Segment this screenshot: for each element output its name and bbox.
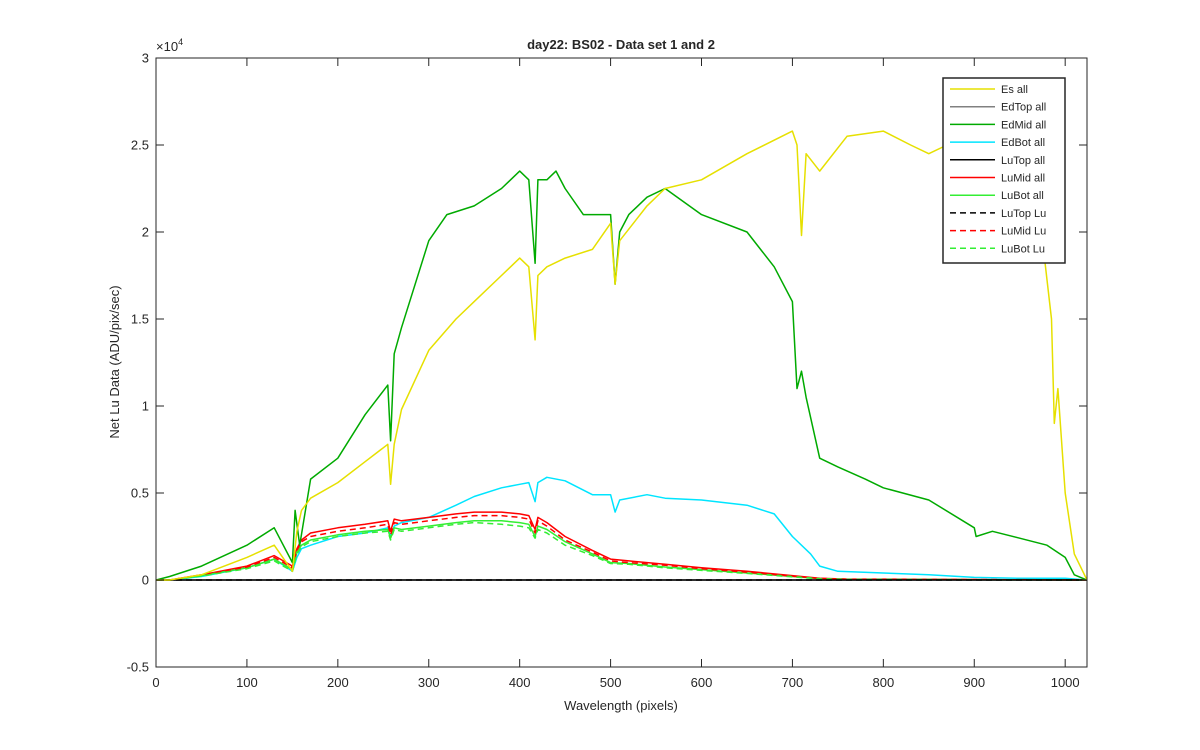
legend: Es all EdTop all EdMid all EdBot all LuTop a… [942, 77, 1066, 264]
series-line-lumid-all [156, 511, 1087, 581]
y-tick-label: 3 [142, 51, 149, 66]
series-line-edmid-all [156, 170, 1087, 581]
y-tick-label: 0.5 [131, 486, 149, 501]
x-axis-label: Wavelength (pixels) [564, 698, 678, 713]
axes-layer: 0 100 200 300 400 500 600 700 800 900 1000-0.500.5… [127, 51, 1088, 690]
y-tick-label: 0 [142, 573, 149, 588]
x-tick-label: 700 [782, 675, 804, 690]
legend-label: LuTop all [1001, 155, 1045, 167]
legend-box [942, 77, 1066, 264]
x-tick-label: 1000 [1051, 675, 1080, 690]
x-tick-label: 800 [872, 675, 894, 690]
y-tick-label: -0.5 [127, 660, 149, 675]
y-axis-exponent: ×104 [156, 37, 183, 54]
x-tick-label: 200 [327, 675, 349, 690]
series-line-edbot-all [156, 476, 1087, 581]
y-axis-label: Net Lu Data (ADU/pix/sec) [107, 285, 122, 438]
legend-label: LuBot all [1001, 190, 1044, 202]
x-tick-label: 400 [509, 675, 531, 690]
x-tick-label: 100 [236, 675, 258, 690]
plot-area [156, 58, 1087, 667]
x-tick-label: 600 [691, 675, 713, 690]
series-line-lumid-lu [156, 514, 1087, 581]
chart-title: day22: BS02 - Data set 1 and 2 [527, 37, 715, 52]
x-tick-label: 500 [600, 675, 622, 690]
legend-label: EdBot all [1001, 137, 1045, 149]
y-axis-exponent-power: 4 [178, 37, 183, 47]
legend-label: LuMid all [1001, 173, 1045, 185]
legend-label: EdTop all [1001, 102, 1046, 114]
y-tick-label: 2 [142, 225, 149, 240]
legend-label: LuTop Lu [1001, 208, 1046, 220]
series-line-lubot-lu [156, 521, 1087, 581]
x-tick-label: 900 [963, 675, 985, 690]
legend-label: LuBot Lu [1001, 243, 1045, 255]
x-tick-label: 300 [418, 675, 440, 690]
y-axis-exponent-base: ×10 [156, 39, 178, 54]
axes-box [155, 57, 1088, 668]
x-tick-label: 0 [152, 675, 159, 690]
legend-label: EdMid all [1001, 119, 1046, 131]
y-tick-label: 1.5 [131, 312, 149, 327]
y-tick-label: 2.5 [131, 138, 149, 153]
legend-label: Es all [1001, 84, 1028, 96]
legend-label: LuMid Lu [1001, 226, 1046, 238]
y-tick-label: 1 [142, 399, 149, 414]
